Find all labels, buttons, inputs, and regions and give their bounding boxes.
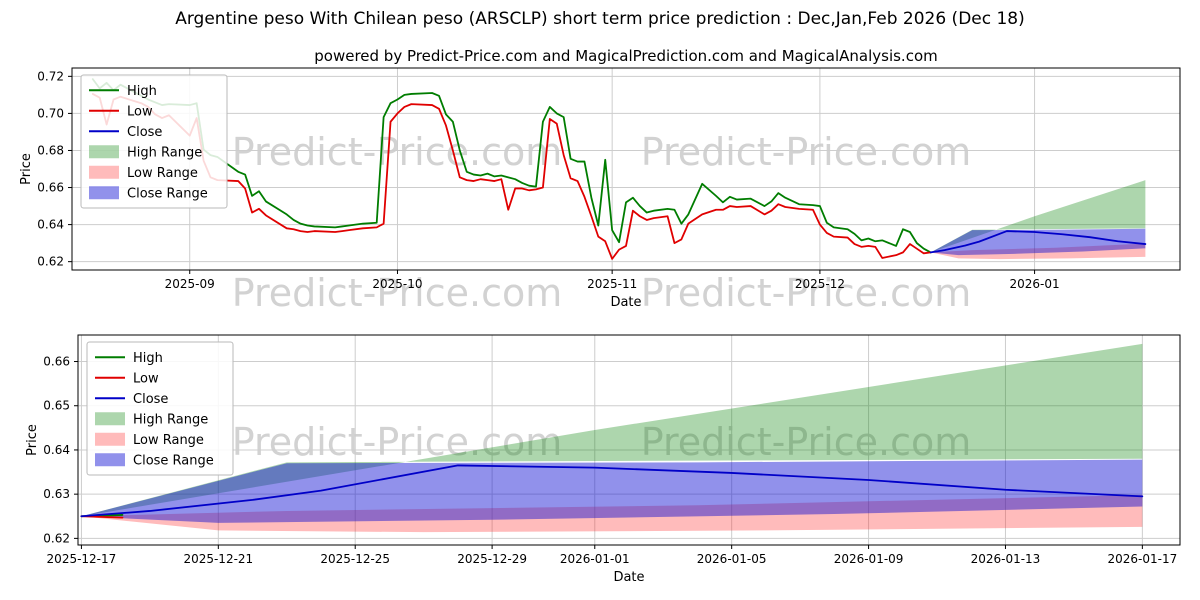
x-tick-label: 2025-09 (165, 277, 215, 291)
close-legend-label: Close (127, 125, 162, 140)
y-tick-label: 0.62 (43, 531, 70, 545)
legend-box (80, 74, 228, 209)
low-range-legend-label: Low Range (127, 166, 198, 181)
legend: High Low Close High Range Low Range Close Ran… (80, 74, 228, 209)
y-tick-label: 0.65 (43, 399, 70, 413)
close-range-legend-patch-swatch (95, 453, 125, 467)
low-range-legend-label: Low Range (133, 433, 204, 448)
x-tick-label: 2025-12-17 (47, 552, 117, 566)
y-axis-label: Price (25, 424, 40, 456)
y-tick-label: 0.66 (37, 181, 64, 195)
high-range-legend-label: High Range (133, 412, 208, 427)
close-prediction-line (929, 230, 1147, 254)
x-tick-label: 2026-01-01 (560, 552, 630, 566)
y-tick-label: 0.68 (37, 143, 64, 157)
x-tick-label: 2025-11 (587, 277, 637, 291)
legend-box (86, 341, 234, 476)
y-axis-label: Price (19, 153, 34, 185)
y-tick-label: 0.72 (37, 69, 64, 83)
low-range-legend-patch-swatch (95, 432, 125, 446)
close-prediction-line (80, 464, 1144, 518)
close-range-legend-patch-swatch (89, 186, 119, 200)
x-tick-label: 2025-12 (795, 277, 845, 291)
watermark-text: Predict-Price.com (232, 420, 563, 464)
low-range-band (81, 495, 1143, 533)
y-tick-label: 0.62 (37, 255, 64, 269)
watermark-text: Predict-Price.com (232, 271, 563, 315)
plot-border (71, 67, 1181, 271)
close-legend-label: Close (133, 392, 168, 407)
x-axis-label: Date (610, 295, 641, 310)
y-tick-label: 0.70 (37, 106, 64, 120)
watermark-text: Predict-Price.com (641, 420, 972, 464)
x-tick-label: 2025-12-29 (457, 552, 527, 566)
low-range-legend-patch-swatch (89, 165, 119, 179)
high-legend-label: High (127, 84, 157, 99)
watermark-text: Predict-Price.com (641, 271, 972, 315)
high-range-legend-patch-swatch (89, 145, 119, 159)
high-range-legend-patch-swatch (95, 412, 125, 426)
close-range-band (81, 459, 1143, 523)
low-legend-label: Low (127, 104, 153, 119)
high-range-band (81, 343, 1143, 517)
high-legend-label: High (133, 351, 163, 366)
close-range-legend-label: Close Range (127, 186, 208, 201)
x-tick-label: 2026-01-05 (697, 552, 767, 566)
high-line (91, 78, 932, 254)
y-tick-label: 0.64 (37, 218, 64, 232)
bottom-chart: 2025-12-17 2025-12-21 2025-12-25 2025-12-29… (25, 334, 1181, 585)
y-tick-label: 0.66 (43, 355, 70, 369)
x-tick-label: 2025-12-21 (183, 552, 253, 566)
close-range-legend-label: Close Range (133, 453, 214, 468)
y-tick-label: 0.63 (43, 487, 70, 501)
high-range-legend-label: High Range (127, 145, 202, 160)
x-tick-label: 2025-10 (372, 277, 422, 291)
x-tick-label: 2026-01 (1010, 277, 1060, 291)
plot-border (77, 334, 1181, 546)
low-range-band (930, 243, 1146, 260)
powered-by-subtitle: powered by Predict-Price.com and Magical… (314, 47, 938, 65)
close-range-band (930, 228, 1146, 256)
x-axis-label: Date (613, 570, 644, 585)
low-line (91, 93, 932, 260)
top-chart: 2025-09 2025-10 2025-11 2025-12 2026-01 0.62 0… (19, 67, 1181, 310)
high-range-band (930, 180, 1146, 253)
x-tick-label: 2026-01-13 (971, 552, 1041, 566)
watermark-text: Predict-Price.com (641, 130, 972, 174)
x-tick-label: 2026-01-17 (1107, 552, 1177, 566)
legend: High Low Close High Range Low Range Close Ran… (86, 341, 234, 476)
low-legend-label: Low (133, 371, 159, 386)
x-tick-label: 2025-12-25 (320, 552, 390, 566)
y-tick-label: 0.64 (43, 443, 70, 457)
page-title: Argentine peso With Chilean peso (ARSCLP… (175, 9, 1025, 29)
x-tick-label: 2026-01-09 (834, 552, 904, 566)
